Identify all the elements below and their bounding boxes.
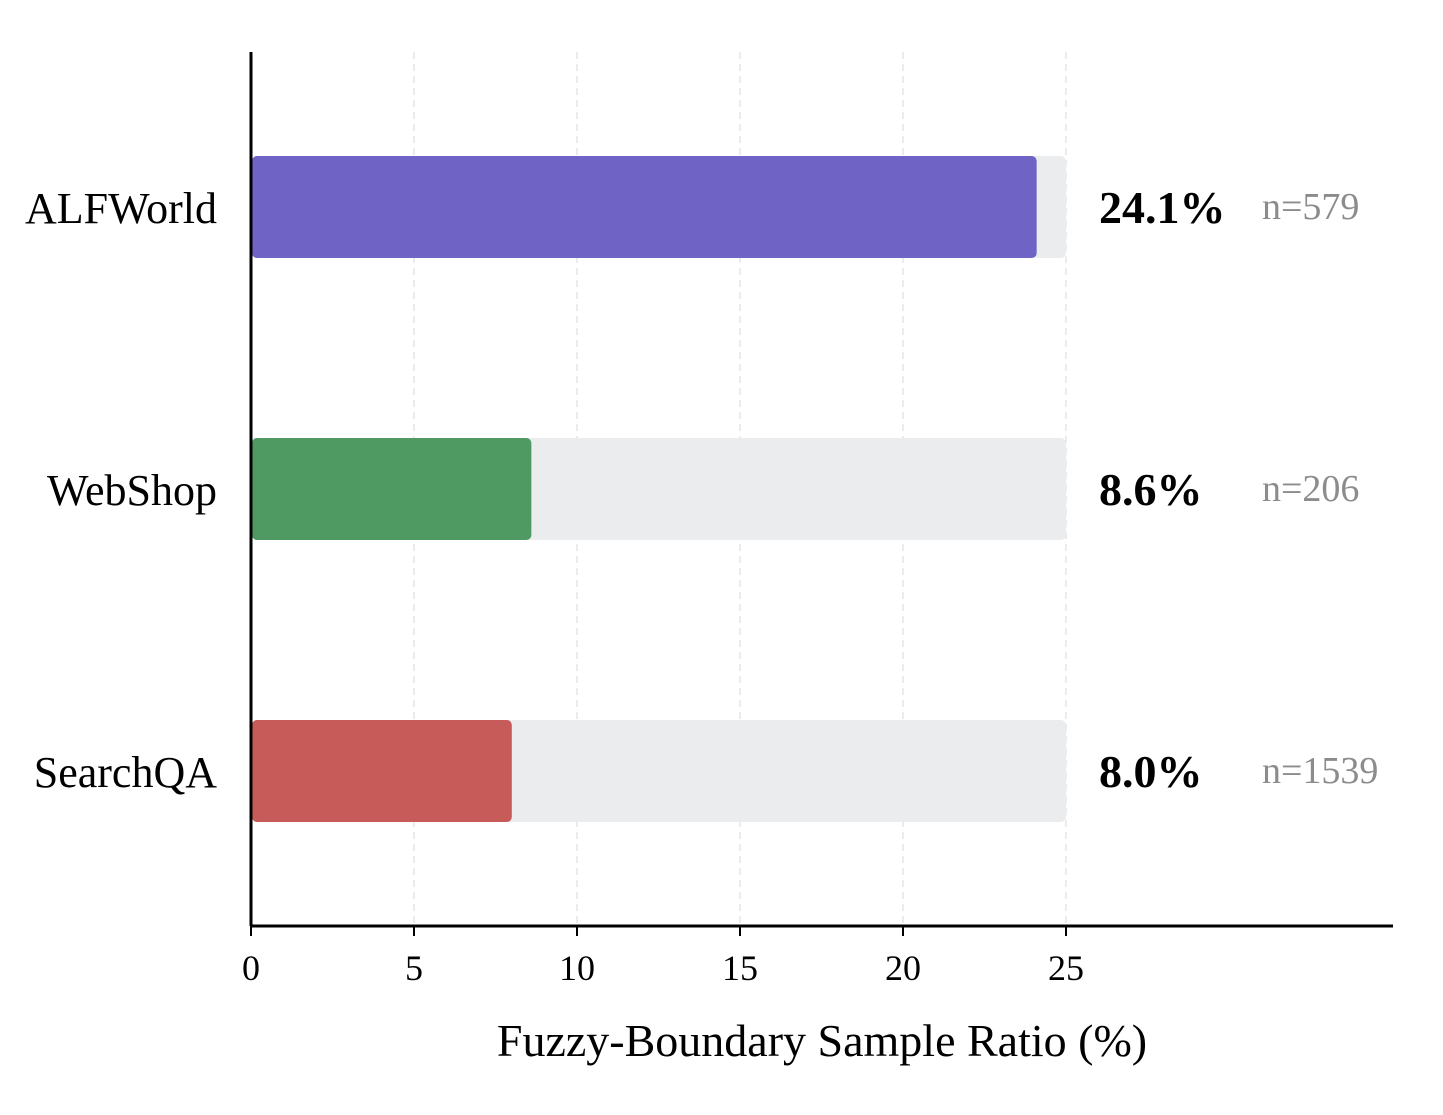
sample-count-label: n=579 — [1262, 186, 1359, 228]
bar-alfworld — [252, 156, 1037, 258]
x-tick-label: 10 — [559, 948, 595, 988]
sample-count-label: n=1539 — [1262, 750, 1378, 792]
category-labels: ALFWorld WebShop SearchQA — [25, 184, 217, 797]
value-label: 24.1% — [1099, 182, 1226, 233]
bar-searchqa — [252, 720, 512, 822]
x-ticks: 0 5 10 15 20 25 — [242, 926, 1084, 988]
sample-count-label: n=206 — [1262, 468, 1359, 510]
x-tick-label: 0 — [242, 948, 260, 988]
category-label: WebShop — [47, 466, 217, 515]
x-axis-title: Fuzzy-Boundary Sample Ratio (%) — [497, 1015, 1147, 1066]
value-label: 8.0% — [1099, 746, 1203, 797]
value-labels: 24.1% n=579 8.6% n=206 8.0% n=1539 — [1099, 182, 1378, 797]
x-tick-label: 5 — [405, 948, 423, 988]
x-tick-label: 20 — [885, 948, 921, 988]
category-label: SearchQA — [34, 748, 217, 797]
bars — [252, 156, 1037, 822]
bar-webshop — [252, 438, 532, 540]
value-label: 8.6% — [1099, 464, 1203, 515]
category-label: ALFWorld — [25, 184, 217, 233]
axes — [249, 52, 1393, 928]
x-tick-label: 25 — [1048, 948, 1084, 988]
x-tick-label: 15 — [722, 948, 758, 988]
